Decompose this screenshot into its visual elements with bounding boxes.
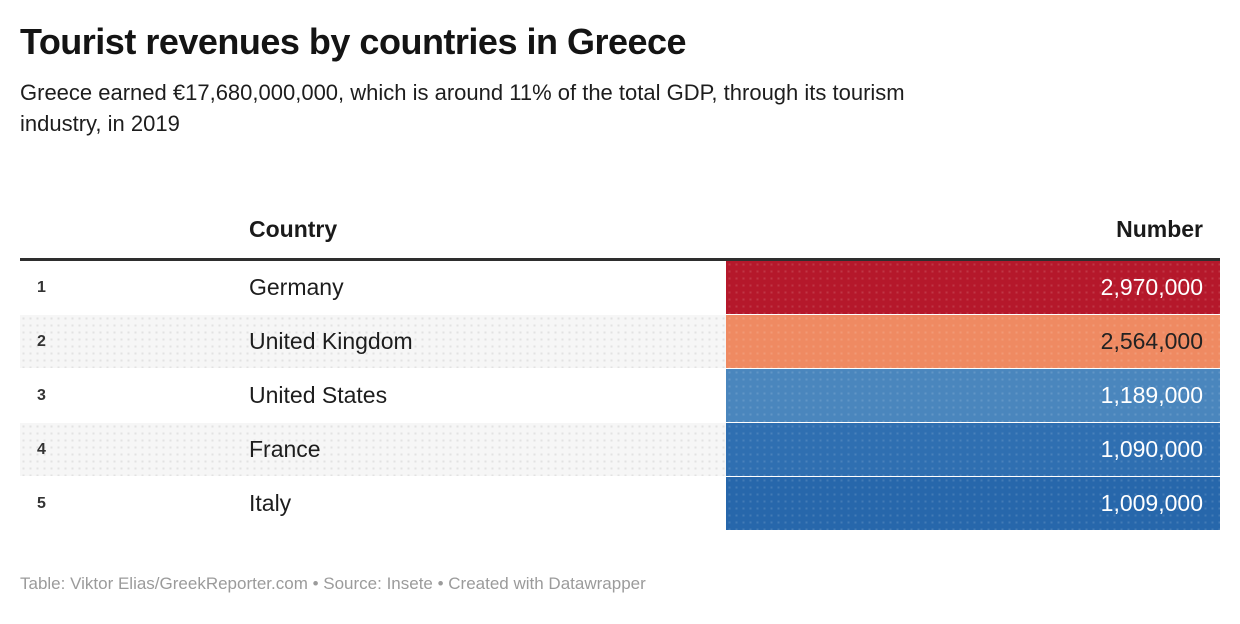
number-cell: 1,189,000 [726, 369, 1220, 423]
row-left: 1 Germany [20, 261, 726, 314]
table-row: 1 Germany 2,970,000 [20, 261, 1220, 315]
rank-cell: 5 [37, 494, 46, 512]
page: Tourist revenues by countries in Greece … [20, 21, 1220, 594]
page-subtitle: Greece earned €17,680,000,000, which is … [20, 79, 905, 136]
table-row: 5 Italy 1,009,000 [20, 477, 1220, 531]
country-cell: Germany [249, 274, 344, 301]
number-cell: 2,564,000 [726, 315, 1220, 369]
country-cell: United States [249, 382, 388, 409]
table-row: 4 France 1,090,000 [20, 423, 1220, 477]
number-cell: 1,090,000 [726, 423, 1220, 477]
country-cell: Italy [249, 490, 292, 517]
table-row: 3 United States 1,189,000 [20, 369, 1220, 423]
header-country: Country [249, 216, 338, 243]
rank-cell: 3 [37, 386, 46, 404]
number-cell: 1,009,000 [726, 477, 1220, 531]
table-row: 2 United Kingdom 2,564,000 [20, 315, 1220, 369]
data-table: Country Number 1 Germany 2,970,000 2 Uni… [20, 185, 1220, 531]
number-cell: 2,970,000 [726, 261, 1220, 315]
table-header-row: Country Number [20, 185, 1220, 262]
rank-cell: 2 [37, 332, 46, 350]
row-left: 4 France [20, 423, 726, 477]
rank-cell: 1 [37, 278, 46, 296]
row-left: 5 Italy [20, 477, 726, 530]
header-number: Number [1116, 216, 1203, 243]
attribution-footer: Table: Viktor Elias/GreekReporter.com • … [20, 574, 646, 594]
page-title: Tourist revenues by countries in Greece [20, 21, 687, 62]
rank-cell: 4 [37, 440, 46, 458]
country-cell: United Kingdom [249, 328, 413, 355]
row-left: 2 United Kingdom [20, 315, 726, 369]
row-left: 3 United States [20, 369, 726, 422]
country-cell: France [249, 436, 321, 463]
